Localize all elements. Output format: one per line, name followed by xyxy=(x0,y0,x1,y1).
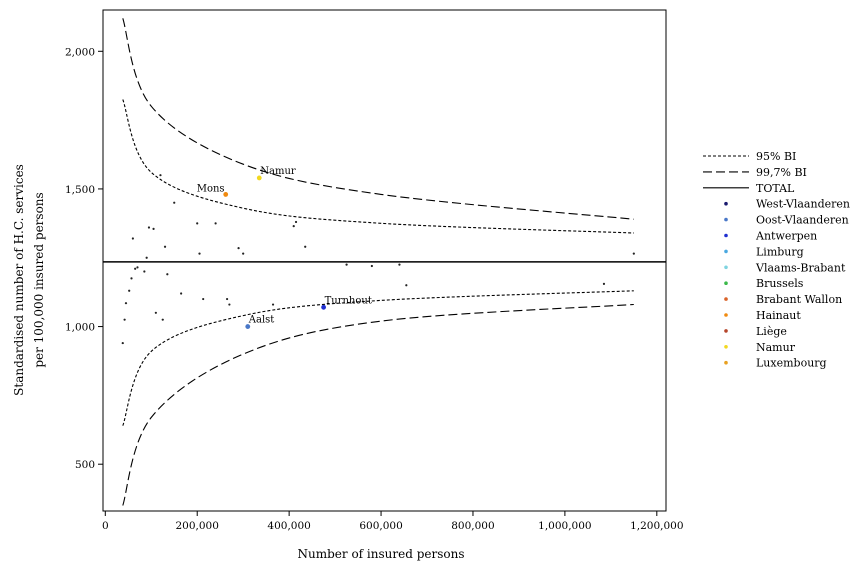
x-tick-label: 1,200,000 xyxy=(630,520,683,532)
point-limburg xyxy=(214,222,217,225)
legend-label-luxembourg: Luxembourg xyxy=(756,357,827,370)
point-label-aalst: Aalst xyxy=(248,315,275,326)
point-west-vlaanderen xyxy=(128,289,131,292)
point-hainaut xyxy=(405,284,408,287)
point-limburg xyxy=(292,224,295,228)
band-99-7-bi-lower xyxy=(122,303,634,506)
y-tick-label: 1,000 xyxy=(65,322,95,334)
x-tick-label: 800,000 xyxy=(451,520,494,532)
point-brabant-wallon xyxy=(143,270,146,273)
band-95-bi-lower xyxy=(122,290,634,426)
point-luxembourg xyxy=(136,266,139,269)
x-axis: 0 200,000 400,000 600,000 800,000 1,000,000 1,… xyxy=(102,511,684,532)
legend-swatch-hainaut xyxy=(724,313,728,317)
point-west-vlaanderen xyxy=(159,174,162,177)
point-li-ge xyxy=(124,302,128,305)
point-namur xyxy=(130,277,133,280)
highlight-point-namur xyxy=(256,175,262,181)
legend-label-vlaams-brabant: Vlaams-Brabant xyxy=(755,261,846,274)
y-axis-label-line-2: per 100,000 insured persons xyxy=(32,192,46,367)
legend-label-antwerpen: Antwerpen xyxy=(755,230,817,243)
y-tick-label: 2,000 xyxy=(65,46,95,58)
band-99-7-bi-upper xyxy=(122,18,634,220)
point-namur xyxy=(152,227,155,230)
legend-label-brussels: Brussels xyxy=(756,277,804,290)
plot-frame xyxy=(102,9,667,512)
point-labels: Namur Mons Turnhout Aalst xyxy=(197,166,372,326)
x-tick-label: 1,000,000 xyxy=(538,520,591,532)
point-label-namur: Namur xyxy=(260,166,296,177)
legend-label-namur: Namur xyxy=(756,341,796,354)
point-limburg xyxy=(147,226,151,229)
legend-label-oost-vlaanderen: Oost-Vlaanderen xyxy=(756,214,849,227)
legend: 95% BI 99,7% BI TOTAL West-Vlaanderen Oost-V… xyxy=(703,150,850,370)
point-antwerpen xyxy=(131,237,134,240)
legend-swatch-vlaams-brabant xyxy=(724,265,728,270)
point-li-ge xyxy=(602,282,606,285)
x-tick-label: 200,000 xyxy=(176,520,219,532)
legend-label-95-bi: 95% BI xyxy=(756,150,796,163)
point-vlaams-brabant xyxy=(398,263,401,266)
y-tick-label: 500 xyxy=(75,459,95,471)
point-li-ge xyxy=(202,297,205,301)
legend-label-west-vlaanderen: West-Vlaanderen xyxy=(756,198,850,211)
y-axis-label-line-1: Standardised number of H.C. services xyxy=(12,164,26,396)
legend-label-brabant-wallon: Brabant Wallon xyxy=(756,293,842,306)
point-label-mons: Mons xyxy=(197,183,225,194)
legend-swatch-brabant-wallon xyxy=(724,297,728,301)
y-tick-label: 1,500 xyxy=(65,184,95,196)
x-tick-label: 400,000 xyxy=(267,520,310,532)
point-hainaut xyxy=(180,292,183,295)
point-antwerpen xyxy=(632,252,635,255)
band-95-bi-upper xyxy=(122,99,634,234)
point-antwerpen xyxy=(370,264,373,268)
point-brussels xyxy=(345,263,348,266)
x-axis-label: Number of insured persons xyxy=(298,547,465,561)
point-hainaut xyxy=(145,256,148,259)
legend-label-li-ge: Liège xyxy=(756,325,787,338)
legend-label-limburg: Limburg xyxy=(756,245,804,258)
point-hainaut xyxy=(228,303,231,306)
point-luxembourg xyxy=(225,297,229,301)
point-vlaams-brabant xyxy=(304,245,307,248)
point-namur xyxy=(237,247,240,250)
legend-label-hainaut: Hainaut xyxy=(756,309,801,322)
point-west-vlaanderen xyxy=(121,341,124,345)
point-luxembourg xyxy=(294,220,298,224)
point-oost-vlaanderen xyxy=(154,311,157,314)
point-label-turnhout: Turnhout xyxy=(325,295,372,306)
legend-swatch-namur xyxy=(724,345,728,349)
legend-swatch-li-ge xyxy=(724,329,728,333)
highlight-point-aalst xyxy=(245,324,251,329)
legend-label-total: TOTAL xyxy=(756,182,795,195)
confidence-bands xyxy=(122,18,634,506)
legend-swatch-antwerpen xyxy=(724,233,728,238)
point-brussels xyxy=(134,267,137,270)
x-tick-label: 0 xyxy=(102,520,109,532)
legend-label-99-7-bi: 99,7% BI xyxy=(756,166,807,179)
point-brabant-wallon xyxy=(196,222,199,225)
point-vlaams-brabant xyxy=(163,245,167,248)
x-tick-label: 600,000 xyxy=(359,520,402,532)
point-antwerpen xyxy=(173,201,176,204)
legend-swatch-oost-vlaanderen xyxy=(724,217,728,222)
legend-swatch-limburg xyxy=(724,249,728,254)
highlight-point-mons xyxy=(223,192,229,197)
point-luxembourg xyxy=(166,273,169,276)
y-axis: 500 1,000 1,500 2,000 xyxy=(65,46,103,471)
legend-swatch-luxembourg xyxy=(724,360,728,365)
point-oost-vlaanderen xyxy=(123,318,126,321)
point-li-ge xyxy=(242,252,245,255)
point-west-vlaanderen xyxy=(198,252,201,255)
scatter-points xyxy=(121,174,635,345)
highlight-point-turnhout xyxy=(321,304,327,310)
legend-swatch-west-vlaanderen xyxy=(724,201,728,206)
point-li-ge xyxy=(161,318,164,321)
legend-swatch-brussels xyxy=(724,281,728,286)
point-oost-vlaanderen xyxy=(271,303,275,306)
